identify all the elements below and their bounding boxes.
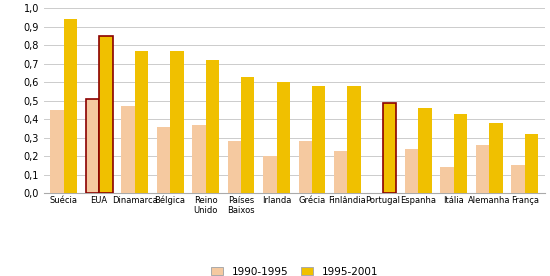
Bar bbox=[206, 60, 219, 193]
Bar bbox=[170, 51, 184, 193]
Bar bbox=[490, 123, 503, 193]
Bar bbox=[99, 36, 113, 193]
Bar bbox=[121, 106, 135, 193]
Bar bbox=[63, 19, 77, 193]
Bar bbox=[512, 165, 525, 193]
Bar bbox=[241, 77, 255, 193]
Bar bbox=[383, 103, 397, 193]
Bar bbox=[192, 125, 206, 193]
Bar bbox=[157, 127, 170, 193]
Bar bbox=[277, 82, 290, 193]
Bar bbox=[454, 114, 468, 193]
Bar bbox=[312, 86, 326, 193]
Bar bbox=[476, 145, 490, 193]
Bar bbox=[525, 134, 538, 193]
Legend: 1990-1995, 1995-2001: 1990-1995, 1995-2001 bbox=[211, 267, 378, 276]
Bar bbox=[419, 108, 432, 193]
Bar bbox=[441, 167, 454, 193]
Bar bbox=[228, 141, 241, 193]
Bar bbox=[334, 151, 348, 193]
Bar bbox=[405, 149, 419, 193]
Bar bbox=[135, 51, 148, 193]
Bar bbox=[86, 99, 99, 193]
Bar bbox=[299, 141, 312, 193]
Bar bbox=[50, 110, 63, 193]
Bar bbox=[348, 86, 361, 193]
Bar bbox=[263, 156, 277, 193]
